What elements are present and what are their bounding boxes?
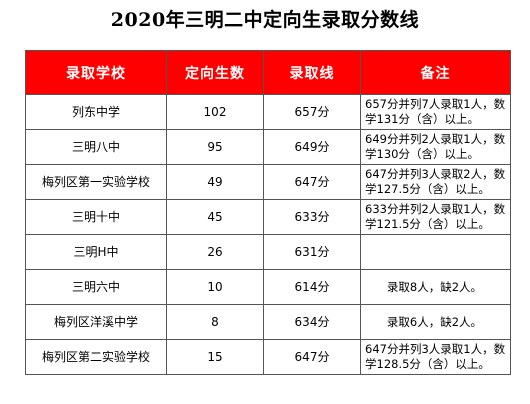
cell-school: 三明八中 [25,129,167,165]
admission-table: 录取学校 定向生数 录取线 备注 列东中学 102 657分 657分并列7人录… [25,50,511,375]
header-school: 录取学校 [25,50,167,95]
cell-score: 647分 [263,339,361,375]
cell-note: 录取6人，缺2人。 [360,304,511,340]
cell-note: 649分并列2人录取1人，数学130分（含）以上。 [360,129,511,165]
header-count: 定向生数 [166,50,264,95]
cell-note: 录取8人，缺2人。 [360,269,511,305]
cell-count: 8 [166,304,264,340]
cell-school: 列东中学 [25,94,167,130]
cell-score: 634分 [263,304,361,340]
cell-count: 45 [166,199,264,235]
table-row: 三明六中 10 614分 录取8人，缺2人。 [25,269,511,305]
table-row: 三明八中 95 649分 649分并列2人录取1人，数学130分（含）以上。 [25,129,511,165]
cell-count: 49 [166,164,264,200]
cell-school: 三明六中 [25,269,167,305]
table-row: 梅列区洋溪中学 8 634分 录取6人，缺2人。 [25,304,511,340]
cell-score: 657分 [263,94,361,130]
table-row: 三明十中 45 633分 633分并列2人录取1人，数学121.5分（含）以上。 [25,199,511,235]
cell-count: 15 [166,339,264,375]
cell-count: 10 [166,269,264,305]
cell-school: 梅列区第二实验学校 [25,339,167,375]
cell-school: 三明十中 [25,199,167,235]
page-title: 2020年三明二中定向生录取分数线 [110,9,420,31]
cell-school: 三明H中 [25,234,167,270]
cell-note: 633分并列2人录取1人，数学121.5分（含）以上。 [360,199,511,235]
cell-score: 631分 [263,234,361,270]
cell-note: 647分并列3人录取2人，数学127.5分（含）以上。 [360,164,511,200]
cell-school: 梅列区洋溪中学 [25,304,167,340]
cell-score: 649分 [263,129,361,165]
cell-note [360,234,511,270]
cell-note: 657分并列7人录取1人，数学131分（含）以上。 [360,94,511,130]
table-row: 三明H中 26 631分 [25,234,511,270]
header-score: 录取线 [263,50,361,95]
cell-note: 647分并列3人录取1人，数学128.5分（含）以上。 [360,339,511,375]
table-row: 梅列区第二实验学校 15 647分 647分并列3人录取1人，数学128.5分（… [25,339,511,375]
table-header-row: 录取学校 定向生数 录取线 备注 [25,50,511,95]
cell-score: 614分 [263,269,361,305]
cell-score: 647分 [263,164,361,200]
header-note: 备注 [360,50,511,95]
table-row: 列东中学 102 657分 657分并列7人录取1人，数学131分（含）以上。 [25,94,511,130]
cell-score: 633分 [263,199,361,235]
table-row: 梅列区第一实验学校 49 647分 647分并列3人录取2人，数学127.5分（… [25,164,511,200]
cell-school: 梅列区第一实验学校 [25,164,167,200]
cell-count: 26 [166,234,264,270]
cell-count: 95 [166,129,264,165]
cell-count: 102 [166,94,264,130]
